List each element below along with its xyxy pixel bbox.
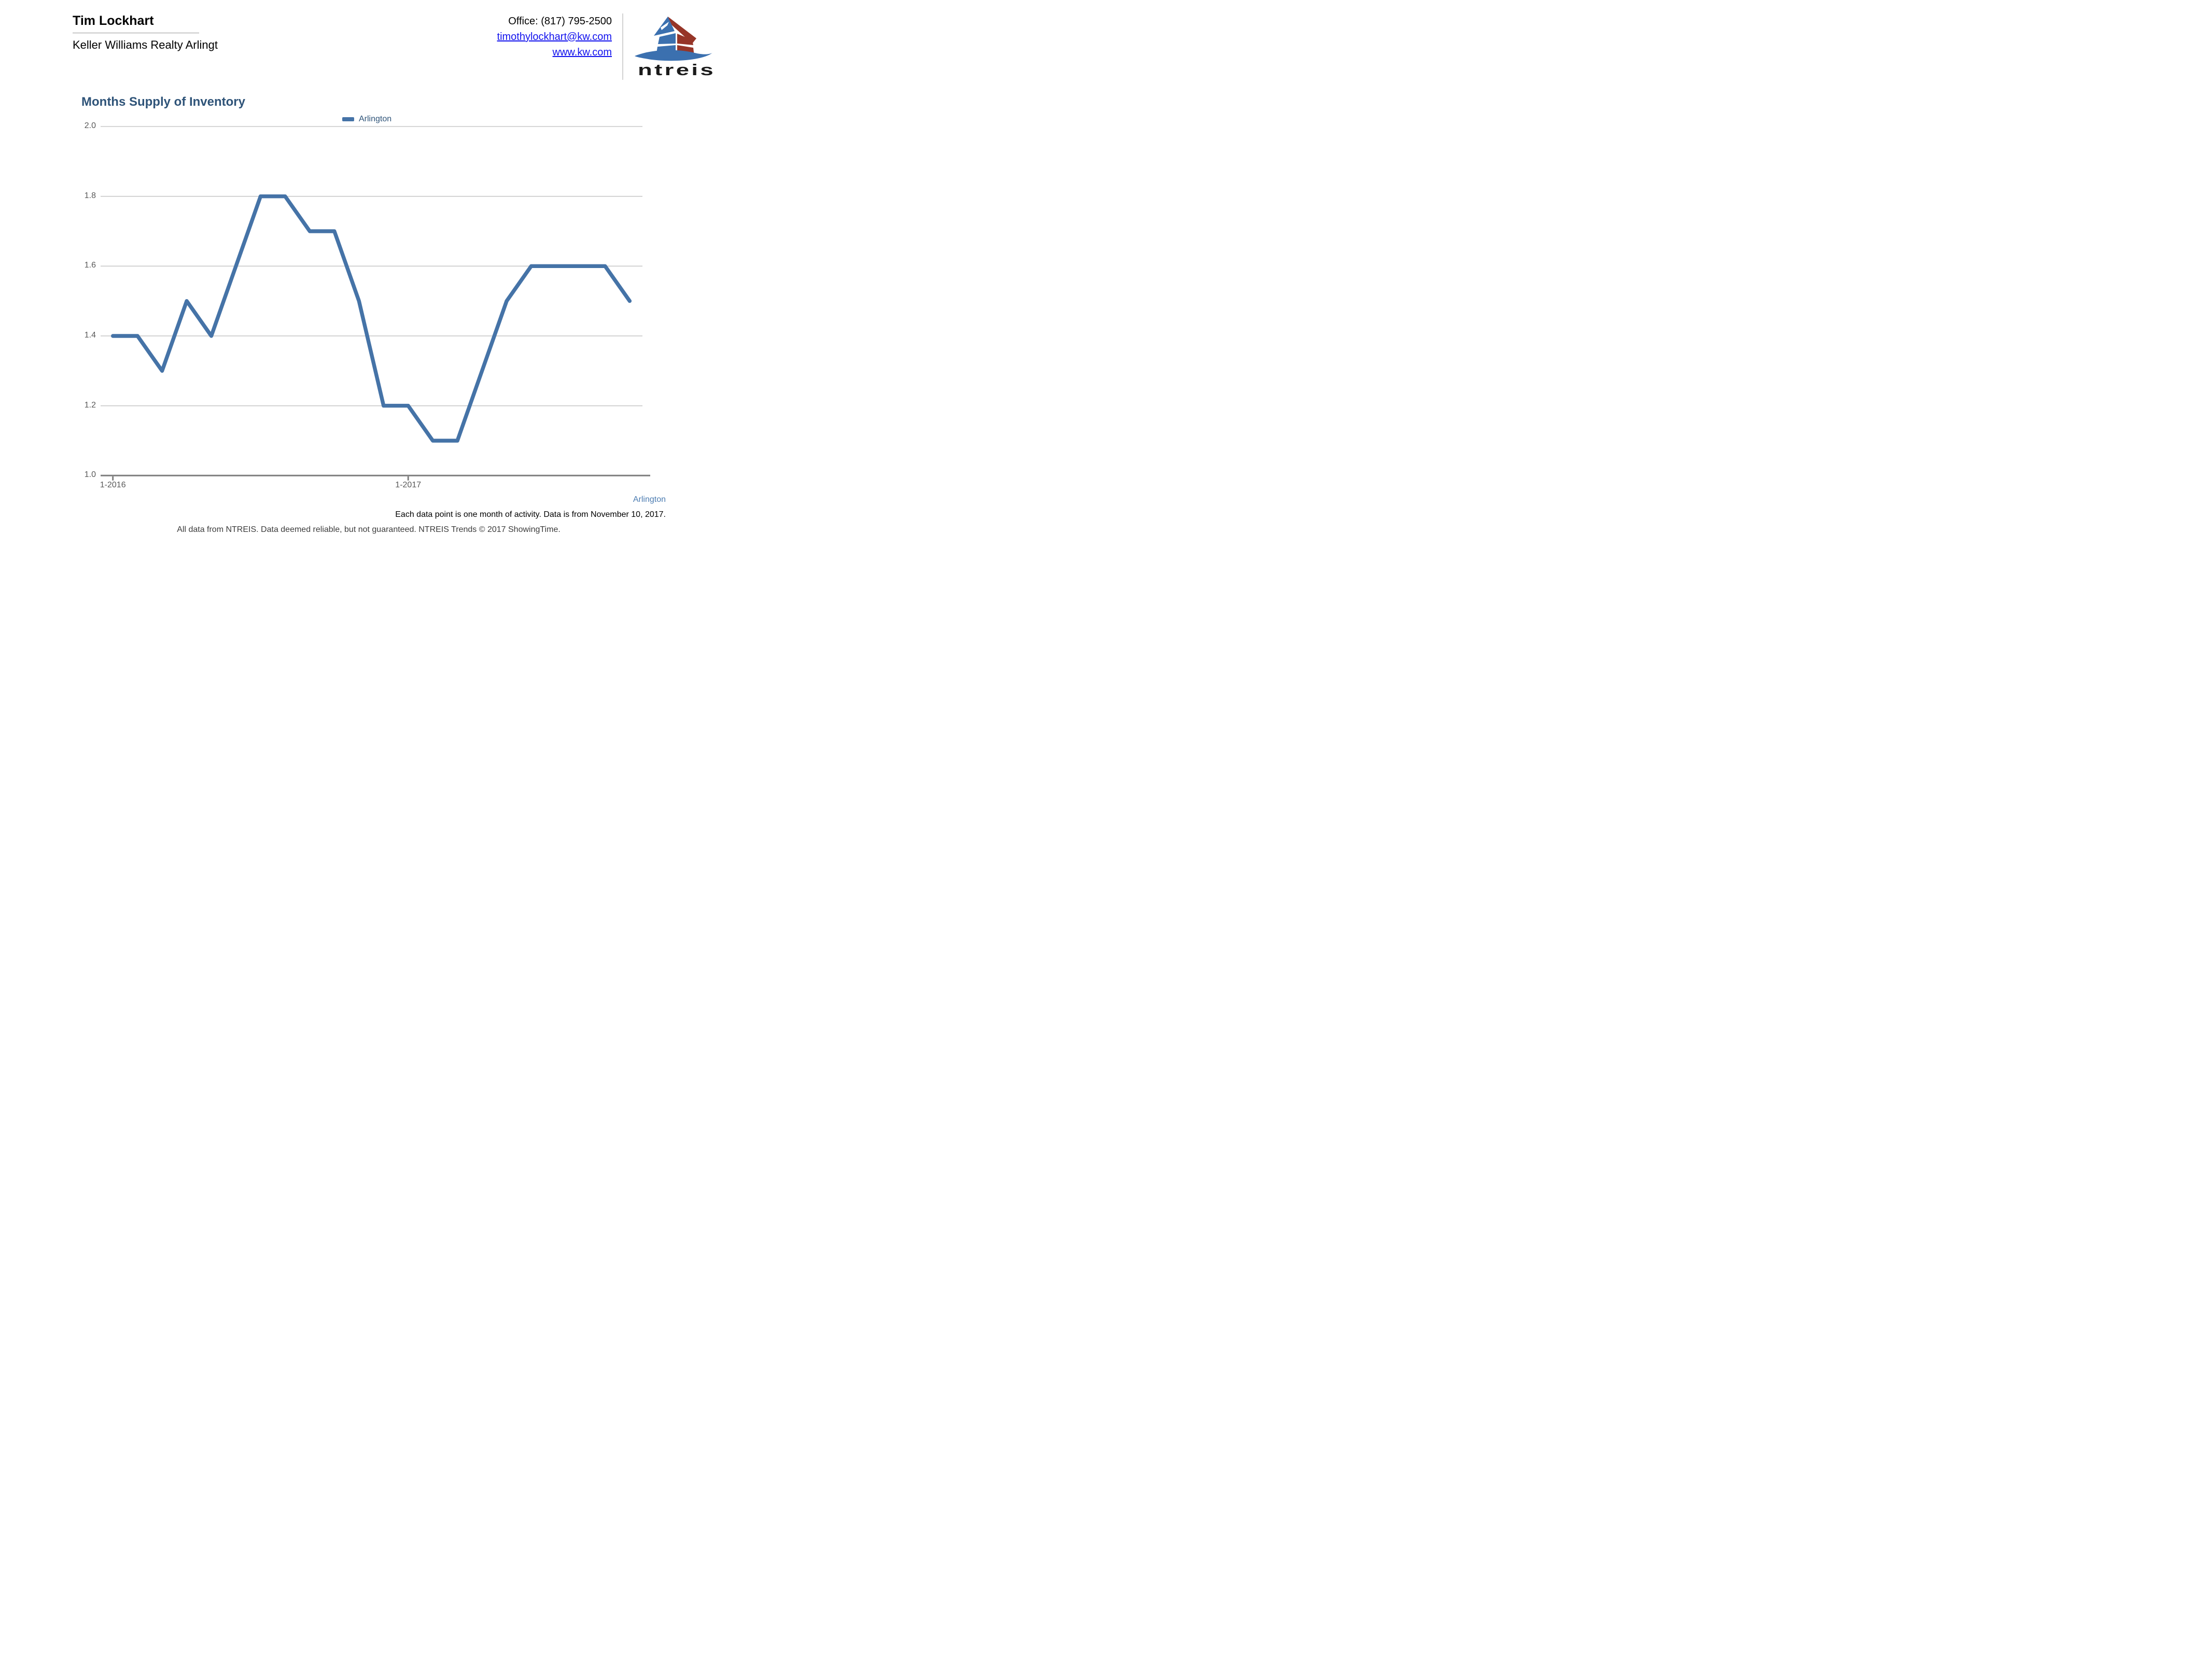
y-tick-label: 1.0 <box>84 470 96 480</box>
header-divider <box>622 13 623 80</box>
office-phone: Office: (817) 795-2500 <box>508 16 612 27</box>
y-tick-label: 1.4 <box>84 330 96 340</box>
footer-series-label: Arlington <box>633 495 666 504</box>
data-series-line <box>110 194 632 443</box>
agency-name: Keller Williams Realty Arlingt <box>73 38 218 51</box>
series-arlington <box>110 194 632 443</box>
x-tick-mark <box>407 476 409 481</box>
contact-block: Office: (817) 795-2500 timothylockhart@k… <box>497 13 612 60</box>
y-tick-label: 1.2 <box>84 400 96 410</box>
ntreis-logo-icon: ntreis <box>635 17 716 79</box>
y-tick-label: 2.0 <box>84 121 96 130</box>
y-tick-label: 1.8 <box>84 191 96 200</box>
agent-name: Tim Lockhart <box>73 13 154 28</box>
agent-name-rule <box>73 32 199 34</box>
x-tick-label: 1-2017 <box>395 481 422 489</box>
footer-note-activity: Each data point is one month of activity… <box>395 510 666 519</box>
legend-label: Arlington <box>359 115 392 123</box>
email-link[interactable]: timothylockhart@kw.com <box>497 31 612 43</box>
ntreis-wordmark: ntreis <box>638 61 716 79</box>
website-link[interactable]: www.kw.com <box>552 47 612 58</box>
legend-swatch-icon <box>342 117 354 121</box>
agent-header: Tim Lockhart Keller Williams Realty Arli… <box>73 13 218 52</box>
chart-title: Months Supply of Inventory <box>81 95 245 109</box>
x-tick-mark <box>112 476 114 481</box>
x-axis <box>101 474 650 481</box>
footer-note-disclaimer: All data from NTREIS. Data deemed reliab… <box>177 525 561 534</box>
ntreis-logo: ntreis <box>634 12 720 79</box>
chart-legend: Arlington <box>342 115 391 124</box>
x-tick-label: 1-2016 <box>100 481 126 489</box>
line-chart <box>101 126 650 481</box>
y-tick-label: 1.6 <box>84 261 96 270</box>
